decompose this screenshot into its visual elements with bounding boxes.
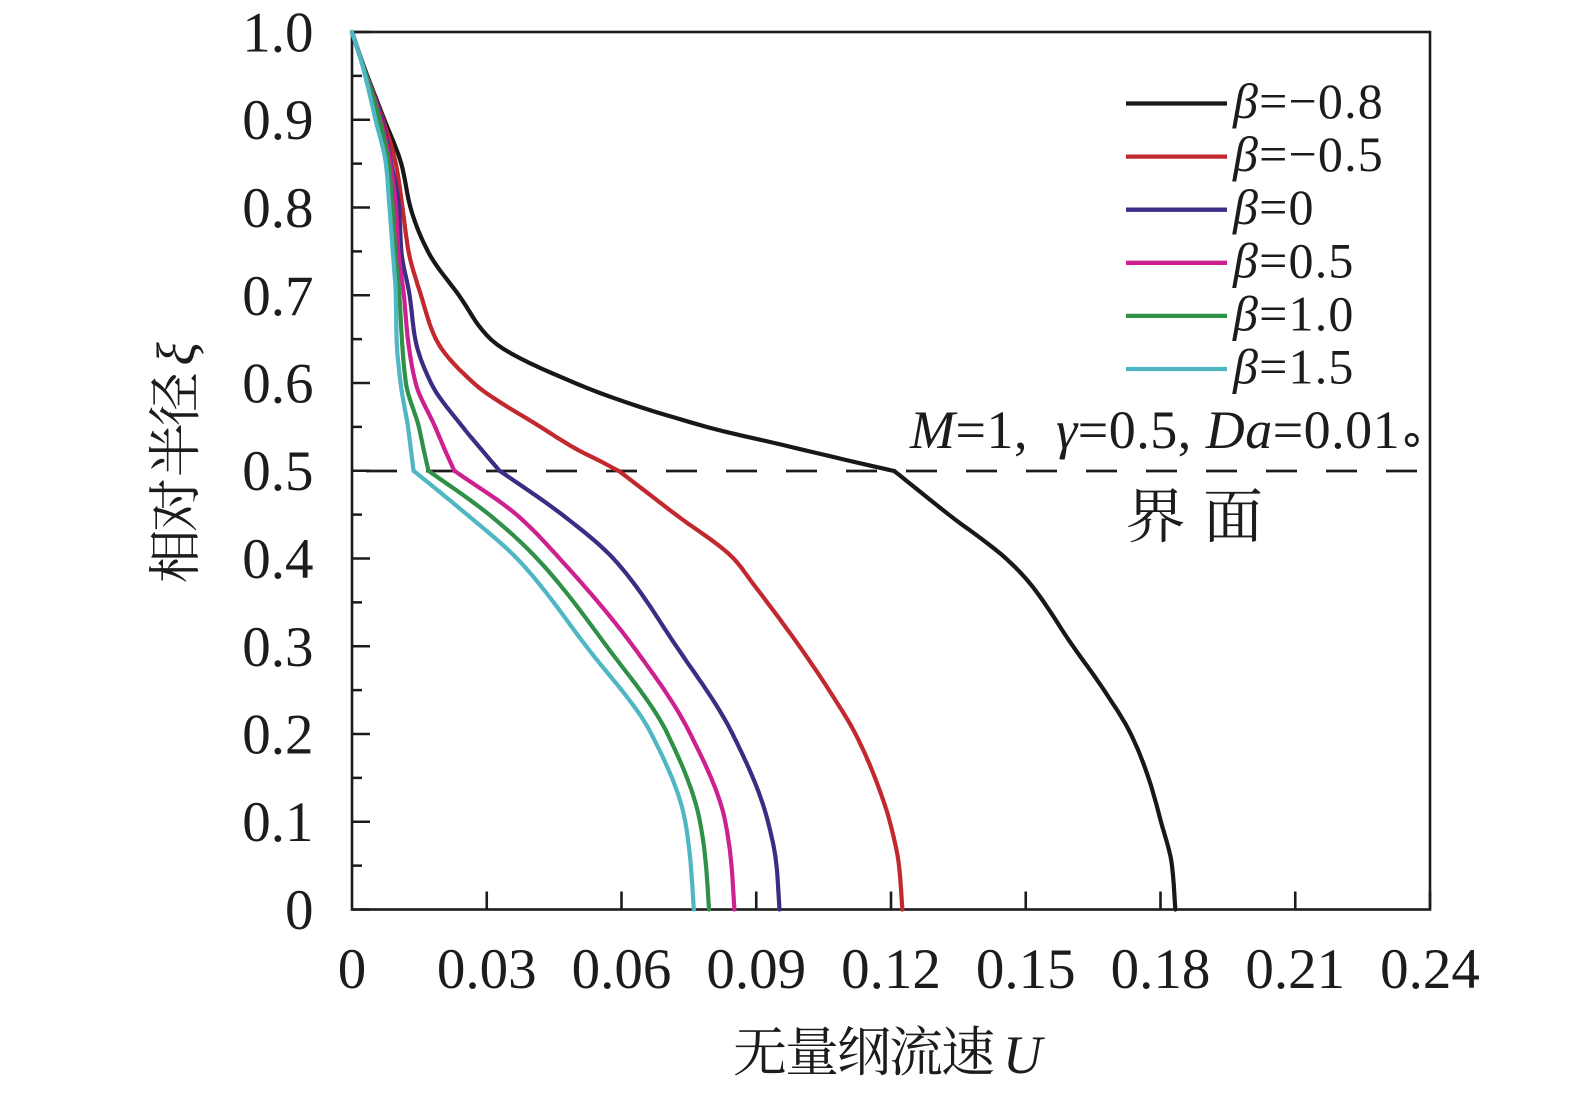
svg-text:M=1, γ=0.5, Da=0.01: M=1, γ=0.5, Da=0.01 bbox=[909, 400, 1400, 460]
svg-text:0.21: 0.21 bbox=[1245, 938, 1345, 1001]
svg-text:0.3: 0.3 bbox=[242, 616, 313, 679]
svg-text:U: U bbox=[1003, 1025, 1045, 1085]
svg-text:β=0: β=0 bbox=[1232, 179, 1315, 235]
svg-text:β=1.5: β=1.5 bbox=[1232, 339, 1355, 395]
svg-text:0.5: 0.5 bbox=[242, 440, 313, 503]
svg-text:β=1.0: β=1.0 bbox=[1232, 285, 1355, 341]
svg-text:0.12: 0.12 bbox=[841, 938, 941, 1001]
svg-text:0.03: 0.03 bbox=[437, 938, 537, 1001]
svg-text:0.7: 0.7 bbox=[242, 265, 313, 328]
svg-text:0.06: 0.06 bbox=[572, 938, 672, 1001]
svg-text:1.0: 1.0 bbox=[242, 2, 313, 65]
svg-text:β=−0.5: β=−0.5 bbox=[1232, 126, 1384, 182]
svg-text:0.24: 0.24 bbox=[1380, 938, 1480, 1001]
svg-text:0.1: 0.1 bbox=[242, 791, 313, 854]
svg-text:0.15: 0.15 bbox=[976, 938, 1076, 1001]
svg-text:0.09: 0.09 bbox=[706, 938, 806, 1001]
svg-text:0.9: 0.9 bbox=[242, 89, 313, 152]
svg-text:0.6: 0.6 bbox=[242, 353, 313, 416]
svg-text:β=−0.8: β=−0.8 bbox=[1232, 73, 1384, 129]
svg-text:0.8: 0.8 bbox=[242, 177, 313, 240]
svg-text:0.2: 0.2 bbox=[242, 704, 313, 767]
svg-text:0: 0 bbox=[338, 938, 367, 1001]
svg-text:ξ: ξ bbox=[146, 342, 206, 366]
svg-text:β=0.5: β=0.5 bbox=[1232, 232, 1355, 288]
svg-text:0.18: 0.18 bbox=[1111, 938, 1211, 1001]
svg-text:0.4: 0.4 bbox=[242, 528, 313, 591]
svg-text:0: 0 bbox=[285, 879, 314, 942]
